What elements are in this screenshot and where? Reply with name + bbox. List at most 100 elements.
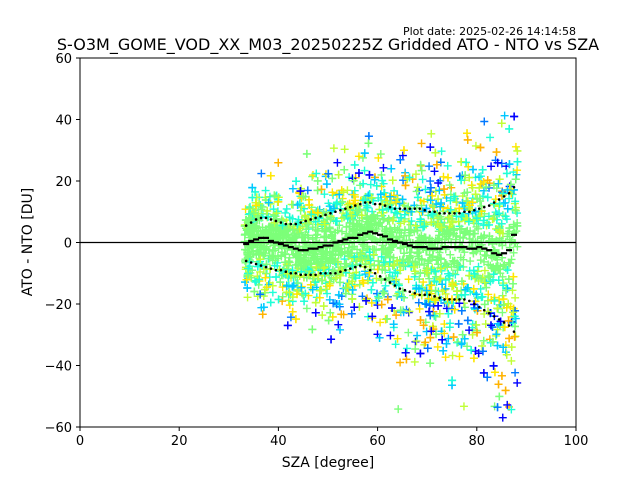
scatter-point — [503, 400, 512, 409]
scatter-point — [396, 266, 405, 275]
scatter-point — [497, 219, 506, 228]
scatter-point — [498, 308, 507, 317]
lower-percentile-marker — [368, 268, 372, 272]
scatter-point — [453, 259, 462, 268]
scatter-point — [277, 217, 286, 226]
scatter-point — [295, 271, 304, 280]
scatter-point — [511, 293, 520, 302]
scatter-point — [300, 297, 309, 306]
scatter-point — [490, 211, 499, 220]
scatter-point — [248, 193, 257, 202]
upper-percentile-marker — [264, 216, 268, 220]
scatter-point — [319, 302, 328, 311]
scatter-point — [509, 220, 518, 229]
lower-percentile-marker — [249, 261, 253, 264]
scatter-point — [313, 208, 322, 217]
scatter-point — [509, 248, 518, 257]
scatter-point — [441, 275, 450, 284]
scatter-point — [412, 284, 421, 293]
scatter-point — [437, 198, 446, 207]
lower-percentile-marker — [383, 278, 387, 281]
upper-percentile-marker — [403, 207, 407, 210]
upper-percentile-marker — [339, 208, 342, 212]
scatter-point — [495, 199, 504, 208]
scatter-point — [259, 303, 268, 312]
scatter-point — [405, 231, 414, 240]
scatter-point — [399, 176, 408, 185]
scatter-point — [398, 151, 407, 160]
scatter-point — [426, 177, 435, 186]
x-tick-label: 20 — [171, 434, 188, 449]
scatter-point — [390, 223, 399, 232]
scatter-point — [450, 192, 459, 201]
scatter-point — [465, 173, 474, 182]
scatter-point — [505, 124, 514, 133]
scatter-point — [335, 221, 344, 230]
scatter-point — [483, 373, 492, 382]
scatter-point — [266, 298, 275, 307]
scatter-point — [318, 311, 327, 320]
scatter-point — [391, 340, 400, 349]
scatter-point — [273, 207, 282, 216]
scatter-point — [388, 261, 397, 270]
scatter-point — [488, 323, 497, 332]
scatter-point — [261, 186, 270, 195]
upper-percentile-marker — [358, 202, 362, 206]
scatter-point — [249, 250, 258, 259]
scatter-point — [356, 248, 365, 257]
upper-percentile-marker — [502, 195, 506, 198]
upper-percentile-marker — [299, 221, 303, 224]
scatter-point — [308, 172, 317, 181]
scatter-point — [344, 243, 353, 252]
scatter-point — [326, 259, 335, 268]
scatter-point — [459, 233, 468, 242]
scatter-point — [330, 204, 339, 213]
scatter-point — [313, 186, 322, 195]
scatter-point — [358, 276, 367, 285]
scatter-point — [389, 320, 398, 329]
scatter-point — [359, 179, 368, 188]
scatter-point — [325, 224, 334, 233]
scatter-point — [362, 296, 371, 305]
scatter-point — [312, 169, 321, 178]
scatter-point — [493, 304, 502, 313]
scatter-point — [293, 220, 302, 229]
scatter-point — [370, 175, 379, 184]
scatter-point — [495, 209, 504, 218]
lower-percentile-marker — [334, 271, 337, 275]
scatter-point — [270, 218, 279, 227]
scatter-point — [475, 183, 484, 192]
scatter-point — [470, 269, 479, 278]
y-tick-label: 60 — [55, 52, 72, 67]
scatter-point — [500, 260, 509, 269]
upper-percentile-marker — [289, 222, 293, 226]
scatter-point — [390, 261, 399, 270]
scatter-point — [386, 252, 395, 261]
y-axis-label: ATO - NTO [DU] — [20, 188, 36, 296]
scatter-point — [398, 195, 407, 204]
scatter-point — [440, 185, 449, 194]
lower-percentile-marker — [507, 324, 511, 327]
lower-percentile-marker — [299, 273, 303, 277]
scatter-point — [501, 212, 510, 221]
scatter-point — [374, 294, 383, 303]
scatter-point — [491, 208, 500, 217]
scatter-point — [485, 273, 494, 282]
scatter-point — [436, 202, 445, 211]
scatter-point — [472, 320, 481, 329]
scatter-point — [430, 167, 439, 176]
scatter-point — [367, 285, 376, 294]
scatter-point — [336, 325, 345, 334]
scatter-point — [455, 172, 464, 181]
scatter-point — [481, 320, 490, 329]
scatter-point — [479, 257, 488, 266]
scatter-point — [377, 245, 386, 254]
scatter-point — [361, 270, 370, 279]
scatter-point — [503, 204, 512, 213]
scatter-point — [248, 183, 257, 192]
scatter-point — [420, 222, 429, 231]
scatter-point — [243, 271, 252, 280]
scatter-point — [467, 346, 476, 355]
scatter-point — [245, 214, 254, 223]
